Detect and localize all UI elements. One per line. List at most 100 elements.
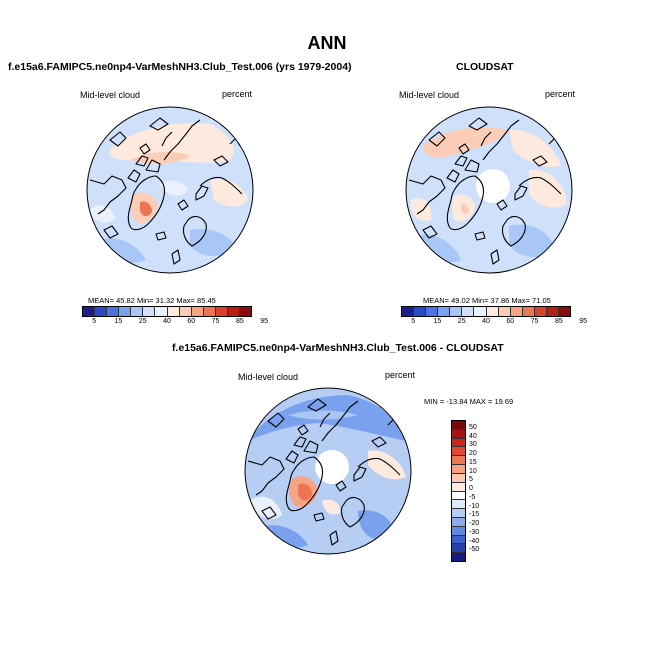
colorbar-swatch [203, 307, 216, 316]
colorbar-swatch [452, 456, 465, 466]
coastline [177, 199, 189, 211]
coastline [127, 169, 141, 183]
colorbar-tick-label: 15 [114, 318, 123, 325]
diff-polar-map [244, 387, 412, 555]
coastline [213, 155, 229, 167]
coastline [335, 480, 347, 492]
coastline [474, 231, 486, 241]
coastline [480, 131, 492, 147]
colorbar-swatch [452, 526, 465, 536]
colorbar-swatch [179, 307, 192, 316]
colorbar-tick-label: 40 [163, 318, 171, 325]
colorbar-swatch [414, 307, 427, 316]
map-contour-region [417, 234, 461, 263]
coastline [247, 456, 285, 496]
colorbar-swatch [155, 307, 168, 316]
model-colorbar-ticks: 5 15 25 40 60 75 85 95 [82, 318, 268, 328]
colorbar-swatch [167, 307, 180, 316]
colorbar-swatch [426, 307, 439, 316]
colorbar-swatch [227, 307, 241, 316]
coastline [297, 424, 309, 436]
map-contour-region [410, 198, 432, 221]
colorbar-swatch [452, 482, 465, 492]
coastline [261, 506, 277, 520]
colorbar-tick-label: 15 [433, 318, 442, 325]
coastline [490, 249, 500, 265]
coastline [321, 400, 359, 442]
coastline [285, 456, 324, 512]
diff-panel-title: f.e15a6.FAMIPC5.ne0np4-VarMeshNH3.Club_T… [172, 342, 504, 354]
map-contour-region [160, 180, 188, 196]
colorbar-tick-label: 0 [469, 485, 473, 492]
map-border [244, 387, 412, 555]
colorbar-swatch [534, 307, 547, 316]
colorbar-swatch [452, 438, 465, 448]
colorbar-tick-label: 50 [469, 423, 477, 431]
colorbar-tick-label: -15 [469, 511, 480, 519]
coastline [482, 119, 520, 161]
colorbar-swatch [452, 491, 465, 501]
colorbar-tick-label: -20 [469, 520, 480, 527]
coastline [139, 143, 151, 155]
colorbar-swatch [119, 307, 132, 316]
colorbar-tick-label: -50 [469, 546, 480, 554]
colorbar-swatch [131, 307, 144, 316]
coastline [182, 215, 207, 247]
coastline [532, 155, 548, 167]
colorbar-tick-label: 5 [92, 318, 97, 325]
coastline [293, 436, 307, 448]
coastline [163, 119, 201, 161]
colorbar-swatch [522, 307, 535, 316]
page-title: ANN [307, 33, 347, 53]
missing-data-area [476, 169, 510, 203]
colorbar-tick-label: 40 [469, 432, 477, 440]
obs-colorbar [401, 306, 571, 317]
colorbar-tick-label: 85 [235, 318, 244, 325]
colorbar-swatch [191, 307, 204, 316]
coastline [468, 117, 488, 131]
coastline [501, 215, 526, 247]
colorbar-swatch [486, 307, 499, 316]
colorbar-tick-label: 25 [457, 318, 466, 325]
colorbar-tick-label: -5 [469, 493, 476, 501]
diff-stats: MIN = -13.84 MAX = 19.69 [424, 397, 514, 406]
colorbar-swatch [107, 307, 120, 316]
coastline [371, 436, 387, 448]
model-variable-label: Mid-level cloud [80, 90, 141, 100]
map-contour-region [109, 123, 234, 163]
colorbar-swatch [143, 307, 156, 316]
colorbar-tick-label: 60 [187, 318, 196, 325]
map-contour-region [210, 178, 248, 207]
coastline [464, 159, 480, 173]
colorbar-swatch [474, 307, 487, 316]
map-border [86, 106, 254, 274]
colorbar-tick-label: 40 [482, 318, 490, 325]
coastline [285, 450, 299, 464]
coastline [195, 185, 209, 201]
diff-colorbar [451, 420, 466, 562]
colorbar-tick-label: 75 [211, 318, 220, 325]
colorbar-swatch [215, 307, 228, 316]
coastline [446, 175, 485, 231]
model-panel-title: f.e15a6.FAMIPC5.ne0np4-VarMeshNH3.Club_T… [8, 61, 352, 73]
colorbar-swatch [452, 473, 465, 483]
obs-units-label: percent [545, 89, 576, 99]
colorbar-swatch [559, 307, 571, 316]
colorbar-swatch [452, 544, 465, 554]
coastline [408, 175, 446, 215]
model-stats: MEAN= 45.82 Min= 31.32 Max= 85.45 [88, 296, 216, 305]
colorbar-swatch [95, 307, 108, 316]
colorbar-swatch [450, 307, 463, 316]
coastline [127, 175, 166, 231]
coastline [446, 169, 460, 183]
colorbar-tick-label: 30 [469, 441, 477, 449]
colorbar-swatch [452, 509, 465, 518]
map-contour-region [100, 238, 146, 264]
coastline [319, 412, 331, 428]
colorbar-tick-label: 85 [554, 318, 563, 325]
coastline [357, 457, 401, 476]
coastlines [89, 117, 243, 265]
map-contour-region [461, 203, 469, 214]
model-colorbar [82, 306, 252, 317]
coastline [303, 440, 319, 454]
